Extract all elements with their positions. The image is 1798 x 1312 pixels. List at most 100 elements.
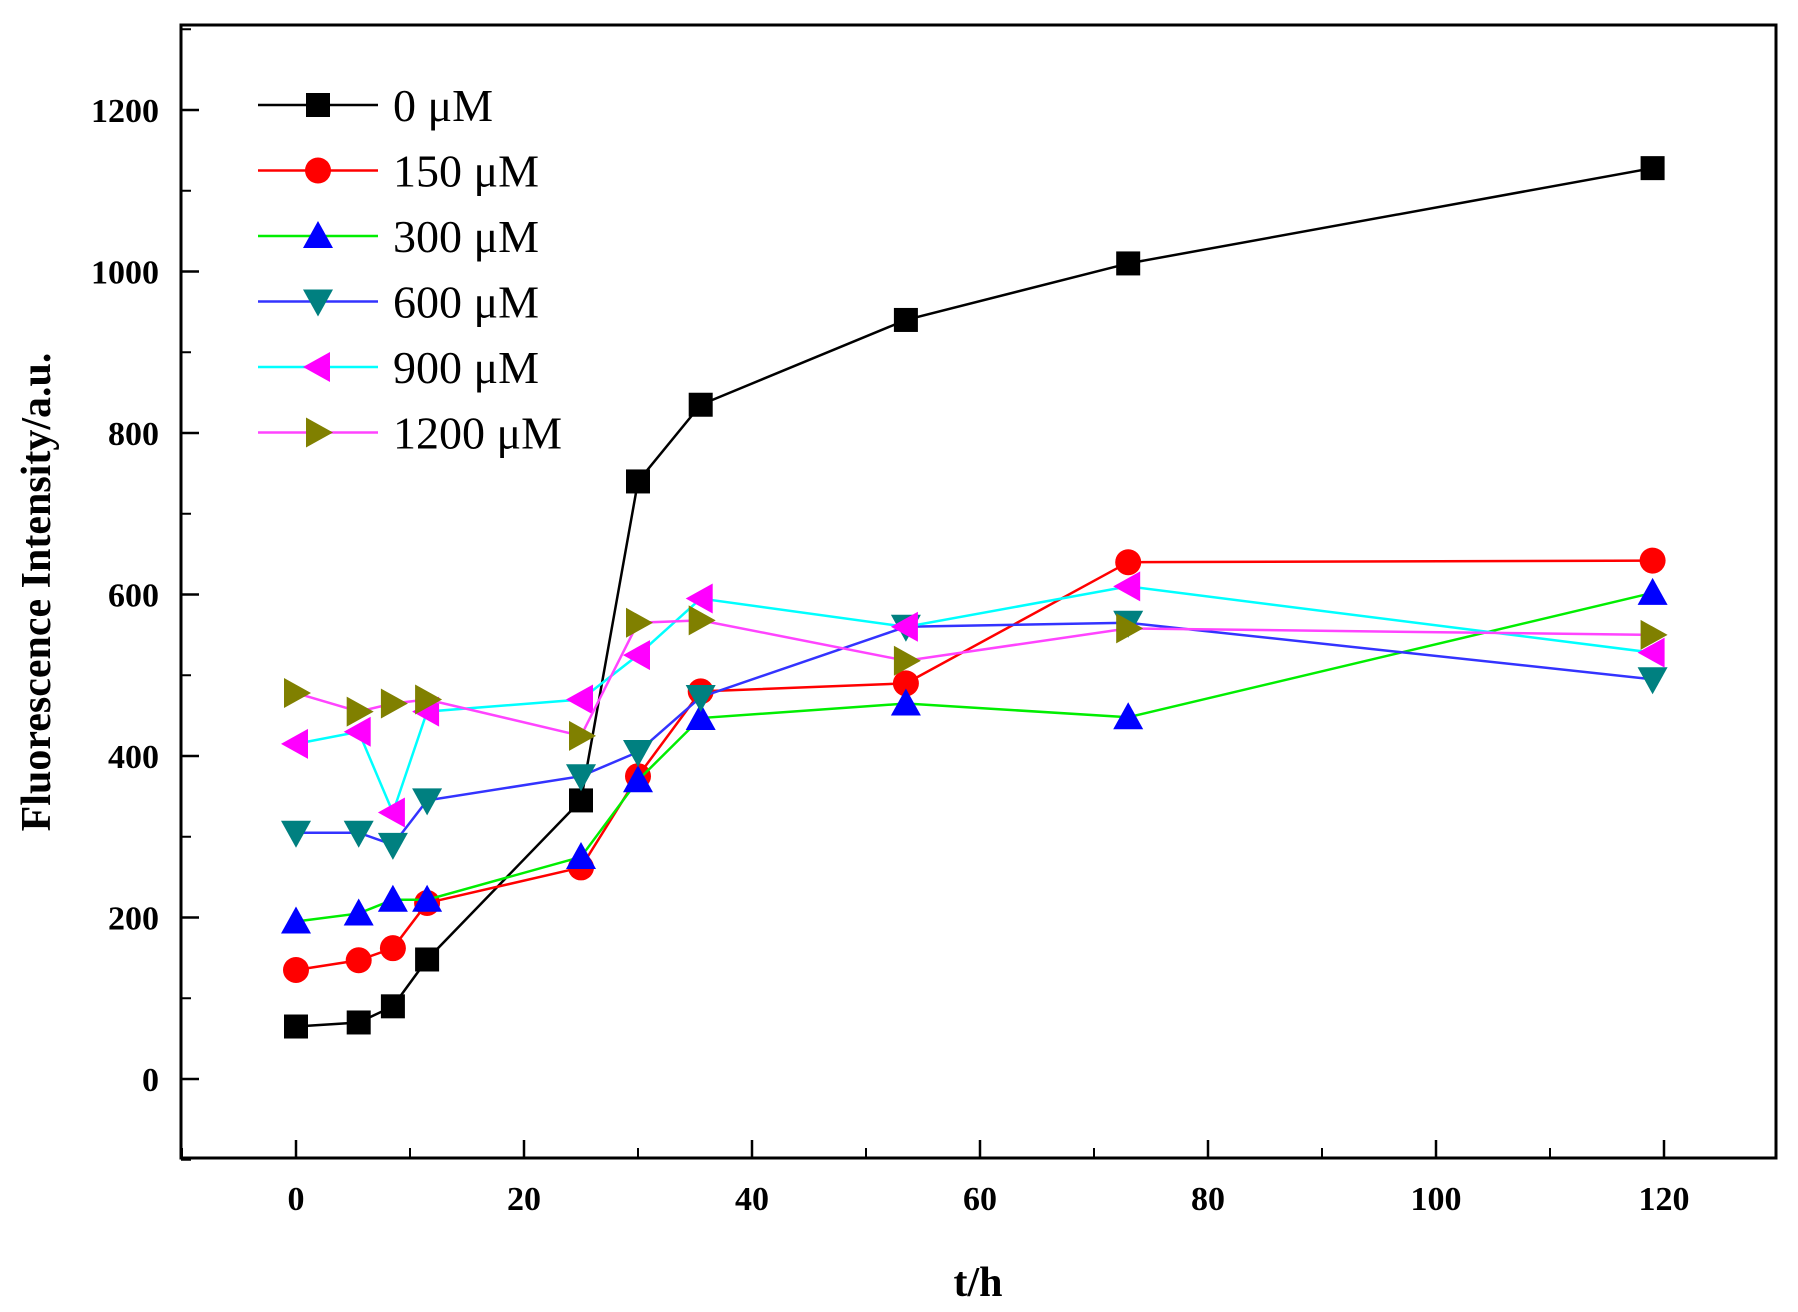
data-point-0um: [893, 307, 918, 332]
legend-item-1200um: 1200 μM: [258, 408, 562, 459]
legend-label: 900 μM: [393, 342, 539, 393]
data-point-900um: [685, 583, 713, 614]
data-point-300um: [1637, 577, 1668, 605]
series-600um: [281, 610, 1668, 860]
x-axis-title: t/h: [953, 1260, 1002, 1306]
data-point-900um: [1637, 637, 1665, 668]
data-point-1200um: [1640, 619, 1668, 650]
data-point-600um: [377, 832, 408, 860]
data-point-600um: [281, 820, 311, 848]
data-point-1200um: [569, 720, 596, 751]
data-point-1200um: [284, 678, 311, 709]
legend-marker: [303, 221, 333, 248]
legend-item-900um: 900 μM: [258, 342, 539, 393]
legend: 0 μM 150 μM 300 μM 600 μM 900 μM 1200 μM: [258, 80, 562, 459]
legend-marker: [306, 93, 330, 117]
data-point-150um: [892, 670, 919, 697]
legend-item-150um: 150 μM: [258, 146, 539, 197]
series-line-300um: [295, 591, 1653, 923]
legend-label: 150 μM: [393, 146, 539, 197]
legend-marker: [303, 352, 330, 382]
series-0um: [284, 156, 1665, 1039]
series-150um: [283, 547, 1666, 983]
legend-item-300um: 300 μM: [258, 211, 539, 262]
series-line-1200um: [295, 619, 1653, 738]
data-point-900um: [566, 684, 593, 715]
x-tick-label: 0: [288, 1181, 305, 1218]
data-point-1200um: [688, 605, 716, 636]
data-point-0um: [346, 1010, 371, 1035]
y-tick-label: 200: [108, 901, 159, 938]
series-300um: [281, 577, 1668, 934]
data-point-0um: [284, 1014, 308, 1039]
data-point-300um: [566, 841, 596, 869]
data-point-900um: [1113, 571, 1141, 602]
data-point-1200um: [380, 688, 408, 719]
y-tick-label: 0: [142, 1062, 159, 1099]
data-point-0um: [626, 469, 650, 494]
data-point-600um: [685, 685, 716, 713]
data-point-600um: [412, 788, 443, 816]
series-line-600um: [296, 621, 1653, 847]
x-tick-label: 100: [1411, 1181, 1462, 1218]
data-point-900um: [890, 611, 918, 642]
legend-label: 300 μM: [393, 211, 539, 262]
y-tick-label: 400: [108, 739, 159, 776]
data-point-150um: [1639, 547, 1666, 574]
series-1200um: [284, 605, 1668, 751]
data-point-0um: [380, 994, 405, 1019]
data-point-0um: [688, 392, 713, 417]
x-tick-label: 20: [507, 1181, 541, 1218]
legend-label: 0 μM: [393, 80, 493, 131]
legend-item-0um: 0 μM: [258, 80, 493, 131]
data-point-0um: [569, 788, 593, 813]
data-point-0um: [415, 947, 440, 972]
series-layer: [281, 156, 1668, 1039]
legend-marker: [306, 417, 333, 448]
data-point-600um: [623, 739, 653, 767]
data-point-900um: [343, 716, 371, 747]
data-point-900um: [377, 797, 405, 828]
y-tick-label: 600: [108, 578, 159, 615]
y-tick-label: 1200: [91, 93, 159, 130]
series-900um: [281, 571, 1665, 828]
data-point-300um: [281, 906, 311, 934]
legend-label: 1200 μM: [393, 408, 562, 459]
x-tick-label: 120: [1639, 1181, 1690, 1218]
data-point-300um: [890, 688, 921, 716]
plot-frame: [179, 23, 1778, 1160]
data-point-600um: [566, 764, 596, 792]
data-point-1200um: [346, 696, 374, 727]
x-tick-label: 60: [963, 1181, 997, 1218]
data-point-0um: [1640, 156, 1665, 181]
legend-marker: [303, 289, 333, 317]
data-point-150um: [345, 947, 372, 974]
data-point-1200um: [626, 607, 653, 638]
y-axis-title: Fluorescence Intensity/a.u.: [14, 353, 60, 832]
series-line-150um: [295, 559, 1653, 972]
data-point-150um: [283, 956, 309, 983]
data-point-300um: [685, 703, 716, 731]
x-tick-label: 40: [735, 1181, 769, 1218]
y-tick-label: 1000: [91, 255, 159, 292]
x-tick-label: 80: [1191, 1181, 1225, 1218]
data-point-900um: [281, 728, 308, 759]
data-point-600um: [343, 820, 374, 848]
legend-marker: [305, 157, 331, 184]
data-point-300um: [343, 898, 374, 926]
legend-item-600um: 600 μM: [258, 277, 539, 328]
data-point-600um: [1637, 667, 1668, 695]
data-point-300um: [623, 765, 653, 793]
data-point-1200um: [893, 645, 921, 676]
data-point-1200um: [415, 684, 443, 715]
data-point-150um: [1115, 549, 1142, 576]
legend-label: 600 μM: [393, 277, 539, 328]
series-line-0um: [295, 166, 1653, 1028]
y-tick-label: 800: [108, 416, 159, 453]
data-point-900um: [623, 640, 650, 671]
data-point-1200um: [1116, 613, 1144, 644]
data-point-300um: [1113, 702, 1144, 730]
data-point-300um: [412, 884, 443, 912]
series-line-900um: [295, 585, 1653, 817]
